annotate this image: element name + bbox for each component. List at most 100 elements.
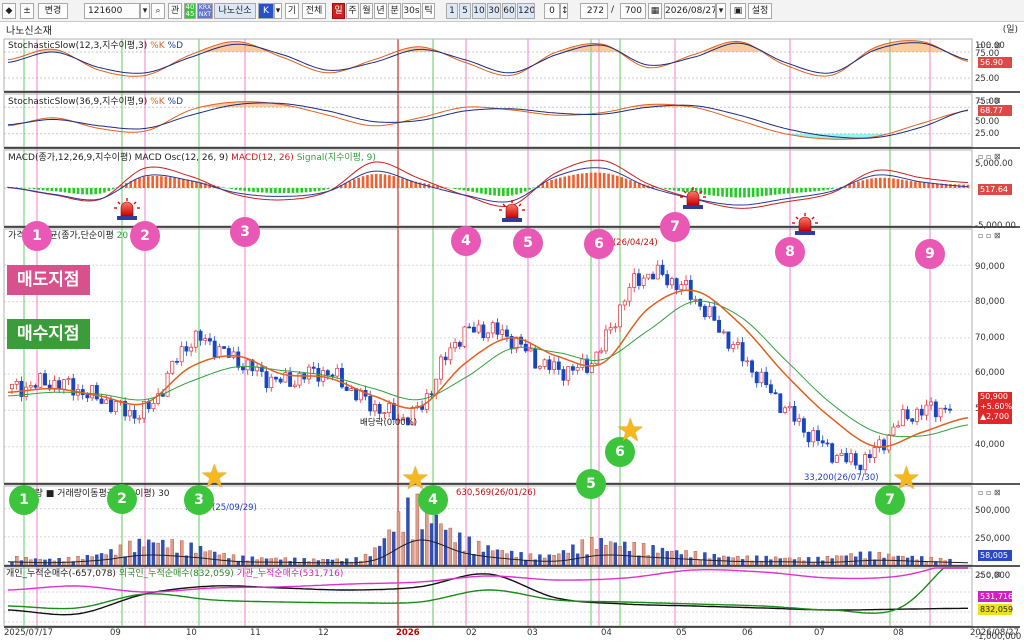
volume-bar: [109, 549, 113, 566]
volume-bar: [311, 558, 316, 566]
candle-body: [10, 383, 14, 390]
zero-spin-icon[interactable]: ↕: [560, 3, 568, 19]
volume-bar: [844, 555, 849, 566]
count-input[interactable]: 272: [580, 3, 608, 19]
volume-bar: [288, 561, 292, 566]
volume-bar: [123, 556, 127, 566]
search-icon[interactable]: ⌕: [151, 3, 165, 19]
volume-bar: [231, 554, 236, 566]
calendar-icon[interactable]: ▦: [648, 3, 662, 19]
volume-bar: [759, 560, 764, 566]
volume-bar: [208, 550, 212, 566]
interval-60-button[interactable]: 60: [502, 3, 516, 19]
stoch1-last-value: 56.90: [978, 57, 1012, 68]
interval-10-button[interactable]: 10: [472, 3, 486, 19]
candle-body: [184, 346, 189, 352]
sort-icon[interactable]: ±: [20, 3, 34, 19]
chart-area[interactable]: ▫ ▫ ⊠ ▫ ▫ ⊠ ▫ ▫ ⊠ ▫ ▫ ⊠ ▫ ▫ ⊠ ▫ ▫ ⊠: [0, 36, 1024, 643]
gi-button[interactable]: 기: [285, 3, 299, 19]
candle-body: [707, 306, 712, 318]
candle-body: [462, 326, 467, 347]
candle-body: [801, 418, 806, 433]
candle-body: [665, 274, 670, 286]
interval-30-button[interactable]: 30: [487, 3, 501, 19]
volume-bar: [19, 560, 24, 566]
price-pct: +5.60%: [980, 402, 1013, 411]
candle-body: [490, 322, 495, 334]
period-4-button[interactable]: 분: [388, 3, 401, 19]
period-6-button[interactable]: 틱: [422, 3, 435, 19]
candle-body: [203, 338, 208, 341]
candle-body: [288, 372, 293, 387]
volume-bar: [608, 541, 613, 566]
date-input[interactable]: 2026/08/27: [664, 3, 716, 19]
candle-body: [773, 392, 778, 395]
volume-bar: [151, 542, 156, 566]
volume-bar: [703, 552, 707, 566]
series-institution: [7, 567, 968, 593]
volume-bar: [641, 543, 646, 566]
netbuy-inst-last-value: 531,716: [978, 591, 1014, 602]
volume-bar: [462, 550, 467, 566]
volume-bar: [241, 555, 245, 566]
volume-bar: [740, 559, 745, 566]
volume-bar: [453, 542, 457, 566]
all-button[interactable]: 전체: [302, 3, 326, 19]
period-3-button[interactable]: 년: [374, 3, 387, 19]
volume-bar: [802, 560, 806, 566]
related-button[interactable]: 관: [168, 3, 182, 19]
candle-body: [476, 324, 481, 333]
volume-bar: [274, 557, 278, 566]
exchange-toggle[interactable]: 40 45: [184, 3, 196, 19]
stock-code-input[interactable]: 121600: [84, 3, 140, 19]
series-macd-line: [7, 159, 969, 209]
settings-button[interactable]: 설정: [748, 3, 772, 19]
volume-bar: [344, 558, 349, 566]
series-ma40: [7, 300, 969, 438]
candle-body: [90, 385, 95, 399]
candle-body: [867, 454, 872, 458]
volume-bar: [156, 542, 160, 566]
period-2-button[interactable]: 월: [360, 3, 373, 19]
volume-bar: [222, 552, 226, 566]
candle-body: [886, 434, 891, 451]
candle-body: [618, 304, 623, 328]
total-input[interactable]: 700: [620, 3, 646, 19]
candle-body: [537, 366, 542, 369]
k-dropdown-icon[interactable]: ▾: [274, 3, 282, 19]
cross-icon[interactable]: ◆: [2, 3, 16, 19]
candle-body: [783, 407, 787, 413]
change-button[interactable]: 변경: [38, 3, 68, 19]
volume-bar: [764, 555, 768, 566]
dropdown-chevron-icon[interactable]: ▾: [140, 3, 150, 19]
interval-120-button[interactable]: 120: [517, 3, 535, 19]
candle-body: [792, 406, 797, 422]
date-dropdown-icon[interactable]: ▾: [716, 3, 726, 19]
period-1-button[interactable]: 주: [346, 3, 359, 19]
save-icon[interactable]: ▣: [730, 3, 746, 19]
krx-nxt-toggle[interactable]: KRX NXT: [197, 3, 213, 19]
interval-1-button[interactable]: 1: [446, 3, 458, 19]
volume-bar: [915, 559, 919, 566]
candle-body: [335, 367, 340, 377]
nxt-label: NXT: [198, 11, 212, 18]
volume-bar: [580, 539, 585, 566]
interval-5-button[interactable]: 5: [459, 3, 471, 19]
series-macd-signal: [7, 167, 969, 206]
volume-bar: [406, 497, 410, 566]
k-button[interactable]: K: [258, 3, 274, 19]
volume-bar: [858, 551, 863, 566]
candle-body: [245, 359, 250, 371]
zero-input[interactable]: 0: [544, 3, 560, 19]
candle-body: [231, 351, 236, 358]
volume-bar: [382, 538, 387, 566]
period-5-button[interactable]: 30s: [402, 3, 421, 19]
candle-body: [179, 346, 184, 363]
candle-body: [858, 464, 863, 471]
volume-bar: [189, 542, 193, 566]
exchange-top: 40: [185, 3, 195, 11]
period-0-button[interactable]: 일: [332, 3, 345, 19]
candle-body: [679, 284, 684, 290]
stock-name-field[interactable]: 나노신소: [214, 3, 256, 19]
volume-bar: [769, 559, 773, 566]
